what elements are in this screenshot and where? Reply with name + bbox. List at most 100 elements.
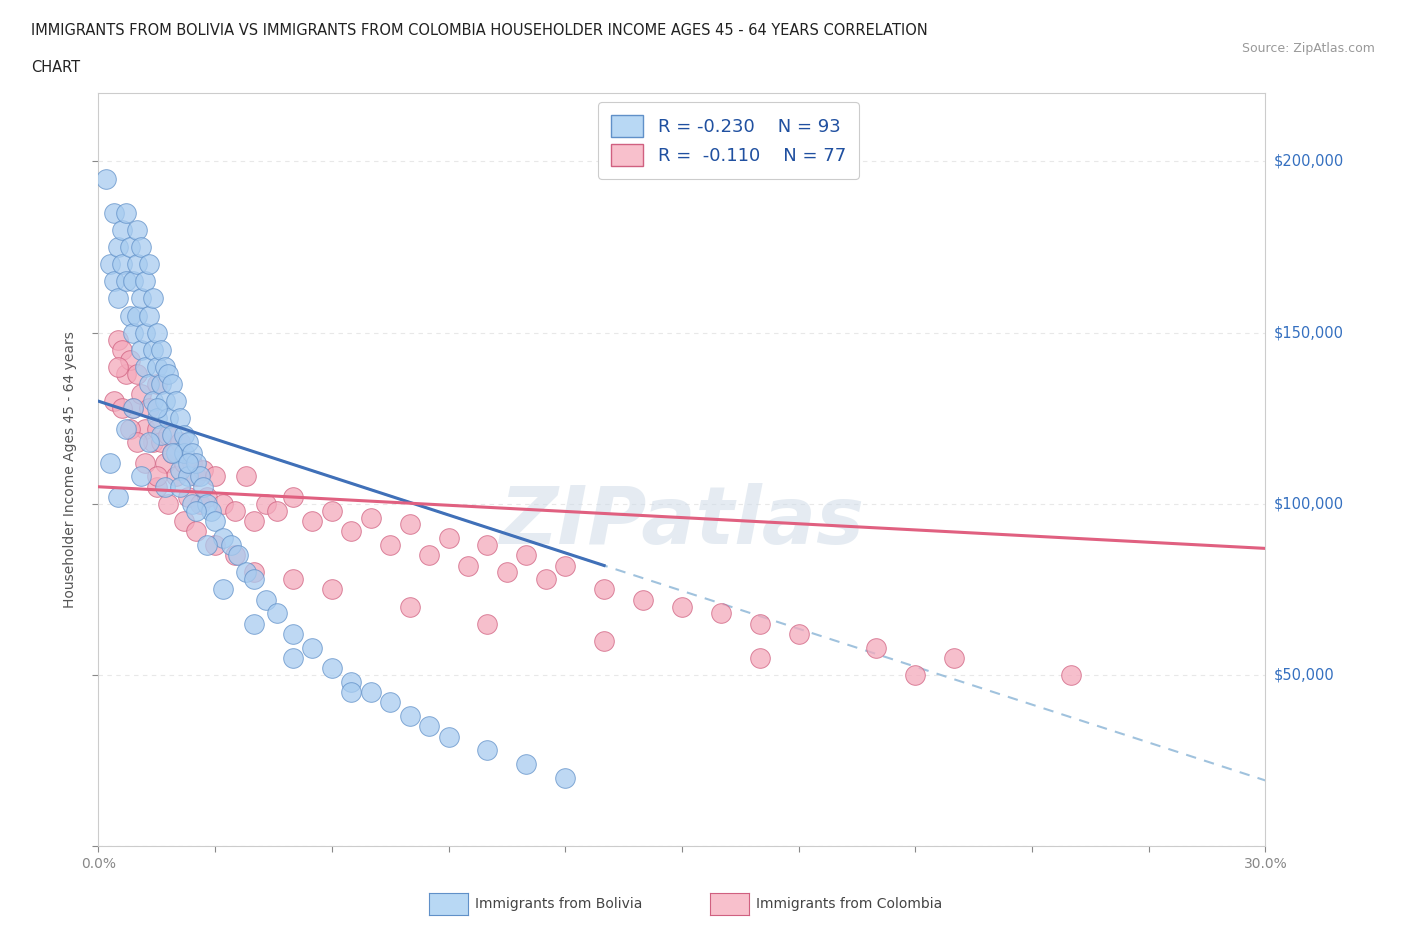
Point xyxy=(378,538,402,552)
Point xyxy=(195,538,218,552)
Point xyxy=(340,674,363,689)
Point xyxy=(118,308,141,323)
Point xyxy=(188,497,211,512)
Point xyxy=(165,469,187,484)
Point xyxy=(138,257,160,272)
Point xyxy=(127,222,149,237)
Point xyxy=(943,651,966,666)
Point xyxy=(188,469,211,484)
Point xyxy=(534,572,557,587)
Point xyxy=(129,469,152,484)
Point xyxy=(340,684,363,699)
Point xyxy=(157,497,180,512)
Text: ZIPatlas: ZIPatlas xyxy=(499,484,865,562)
Point xyxy=(180,456,202,471)
Point xyxy=(184,524,207,538)
Point xyxy=(195,497,218,512)
Point xyxy=(398,517,420,532)
Point xyxy=(748,651,770,666)
Point xyxy=(184,503,207,518)
Y-axis label: Householder Income Ages 45 - 64 years: Householder Income Ages 45 - 64 years xyxy=(63,331,77,608)
Point xyxy=(142,291,165,306)
Point xyxy=(243,572,266,587)
Point xyxy=(177,469,200,484)
Point xyxy=(360,511,382,525)
Point xyxy=(118,421,141,436)
Point xyxy=(177,456,200,471)
Point xyxy=(127,435,149,450)
Point xyxy=(146,377,169,392)
Point xyxy=(593,633,616,648)
Point xyxy=(138,377,160,392)
Point xyxy=(418,719,440,734)
Point xyxy=(193,462,215,477)
Text: CHART: CHART xyxy=(31,60,80,75)
Text: $50,000: $50,000 xyxy=(1274,668,1334,683)
Point xyxy=(398,599,420,614)
Point xyxy=(554,770,576,785)
Point xyxy=(1060,668,1083,683)
Point xyxy=(153,479,176,494)
Point xyxy=(281,572,304,587)
Point xyxy=(748,617,770,631)
Point xyxy=(122,326,145,340)
Point xyxy=(281,651,304,666)
Point xyxy=(134,421,156,436)
Point xyxy=(457,558,479,573)
Point xyxy=(122,273,145,288)
Text: IMMIGRANTS FROM BOLIVIA VS IMMIGRANTS FROM COLOMBIA HOUSEHOLDER INCOME AGES 45 -: IMMIGRANTS FROM BOLIVIA VS IMMIGRANTS FR… xyxy=(31,23,928,38)
Point xyxy=(114,206,136,220)
Point xyxy=(146,326,169,340)
Point xyxy=(165,445,187,460)
Point xyxy=(477,743,499,758)
Point xyxy=(138,435,160,450)
Point xyxy=(129,387,152,402)
Point xyxy=(149,435,172,450)
Point xyxy=(98,257,121,272)
Point xyxy=(169,411,191,426)
Point xyxy=(266,503,288,518)
Point xyxy=(266,606,288,621)
Point xyxy=(515,757,537,772)
Point xyxy=(107,291,129,306)
Point xyxy=(184,456,207,471)
Point xyxy=(204,538,226,552)
Point xyxy=(129,291,152,306)
Point xyxy=(235,469,257,484)
Point xyxy=(212,497,235,512)
Point xyxy=(204,469,226,484)
Point xyxy=(631,592,654,607)
Point xyxy=(146,360,169,375)
Point xyxy=(200,503,222,518)
Point xyxy=(134,360,156,375)
Point xyxy=(134,326,156,340)
Point xyxy=(554,558,576,573)
Point xyxy=(114,273,136,288)
Point xyxy=(114,421,136,436)
Point xyxy=(134,456,156,471)
Point xyxy=(138,308,160,323)
Text: Immigrants from Bolivia: Immigrants from Bolivia xyxy=(475,897,643,911)
Point xyxy=(593,582,616,597)
Point xyxy=(146,479,169,494)
Point xyxy=(138,401,160,416)
Point xyxy=(212,531,235,546)
Point xyxy=(177,489,200,504)
Point xyxy=(398,709,420,724)
Point xyxy=(254,497,277,512)
Point xyxy=(865,640,887,655)
Point xyxy=(173,428,195,443)
Point xyxy=(129,240,152,255)
Point xyxy=(118,240,141,255)
Point xyxy=(378,695,402,710)
Point xyxy=(184,469,207,484)
Point xyxy=(157,411,180,426)
Point xyxy=(477,538,499,552)
Point xyxy=(710,606,733,621)
Point xyxy=(243,617,266,631)
Point xyxy=(180,445,202,460)
Point xyxy=(153,456,176,471)
Point xyxy=(437,729,460,744)
Point xyxy=(134,273,156,288)
Point xyxy=(107,240,129,255)
